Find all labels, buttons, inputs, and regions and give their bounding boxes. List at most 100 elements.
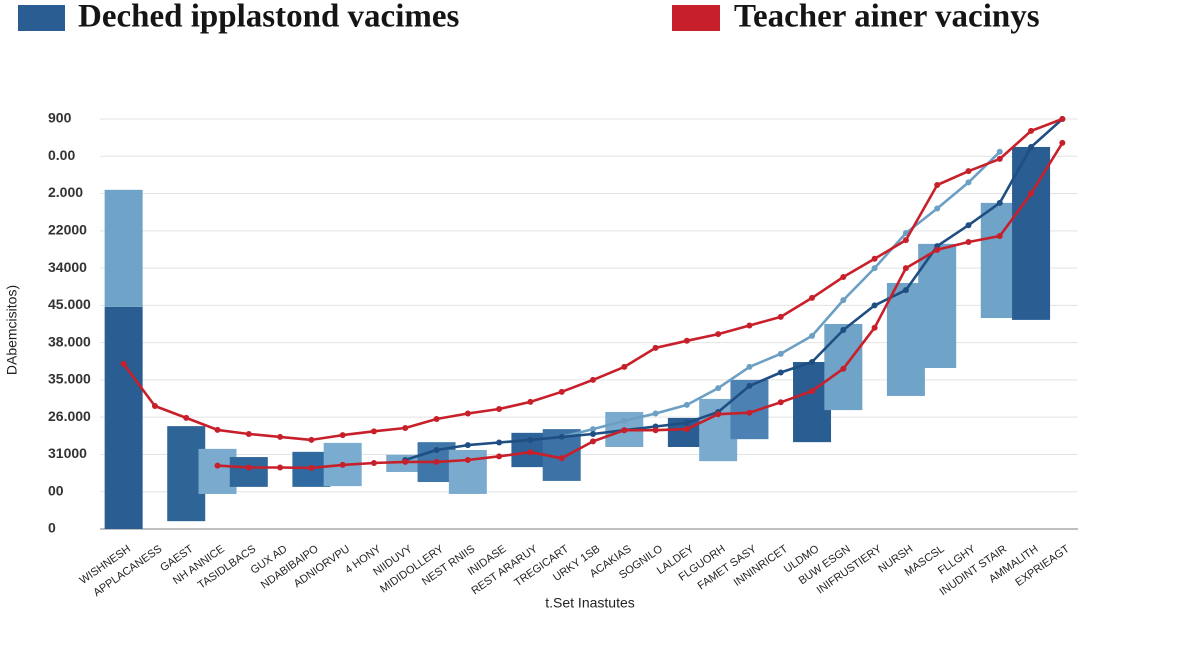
line-point [871, 265, 878, 272]
line-point [871, 302, 878, 309]
line-point [746, 382, 753, 389]
line-point [840, 326, 847, 333]
line-point [965, 168, 972, 175]
line-point [151, 403, 158, 409]
line-point [777, 369, 784, 376]
line-point [308, 436, 315, 443]
line-point [1028, 143, 1035, 150]
legend-label: Teacher ainer vacinys [734, 0, 1040, 35]
line [404, 118, 1064, 462]
line-point [433, 446, 440, 453]
y-tick-label: 26.000 [48, 408, 91, 424]
line-point [277, 464, 284, 471]
line-point [120, 360, 127, 367]
line-point [339, 461, 346, 468]
line-point [809, 388, 816, 395]
y-tick-label: 0 [48, 520, 56, 536]
line-point [902, 287, 909, 294]
line-point [527, 398, 534, 405]
line-point [558, 433, 565, 440]
line-point [934, 246, 941, 253]
line-point [1028, 190, 1035, 197]
line-point [934, 205, 941, 212]
line-point [934, 181, 941, 188]
line-point [370, 460, 377, 467]
line-point [433, 458, 440, 465]
line-point [652, 344, 659, 351]
line-point [746, 409, 753, 416]
line-point [715, 331, 722, 338]
line-point [339, 432, 346, 439]
bar [104, 189, 143, 307]
x-axis-title: t.Set Inastutes [545, 595, 635, 611]
line-point [965, 179, 972, 186]
line-point [245, 464, 252, 471]
line-point [1059, 139, 1066, 146]
line-point [183, 414, 190, 421]
line-point [902, 230, 909, 237]
line-point [996, 199, 1003, 206]
line-point [402, 424, 409, 431]
line-point [277, 433, 284, 440]
line-point [683, 426, 690, 433]
bar [1012, 146, 1051, 320]
line-point [777, 399, 784, 406]
line-point [464, 410, 471, 417]
line-point [902, 237, 909, 244]
legend-swatch [18, 5, 65, 31]
line-point [527, 449, 534, 456]
y-tick-label: 00 [48, 482, 64, 498]
line-point [464, 442, 471, 449]
line-point [996, 148, 1003, 155]
line-point [1028, 127, 1035, 134]
line-point [214, 426, 221, 433]
line-point [621, 363, 628, 370]
bar [229, 457, 268, 487]
line-point [590, 376, 596, 383]
line-point [996, 233, 1003, 240]
line-point [871, 255, 878, 262]
line-point [809, 294, 816, 301]
line-point [840, 365, 847, 372]
y-tick-label: 0.00 [48, 147, 75, 163]
line-point [902, 265, 909, 272]
line-point [746, 363, 753, 370]
line-point [433, 416, 440, 423]
line-point [558, 388, 565, 395]
line-point [715, 385, 722, 392]
line-point [996, 155, 1003, 162]
line-point [1059, 116, 1066, 122]
line-point [809, 332, 816, 339]
line-point [496, 439, 503, 446]
line-point [965, 239, 972, 245]
y-tick-label: 38.000 [48, 333, 91, 349]
line-point [746, 322, 753, 329]
line-point [840, 274, 847, 281]
line-point [840, 297, 847, 304]
y-tick-label: 34000 [48, 259, 87, 275]
line-point [871, 324, 878, 331]
line-point [715, 411, 722, 418]
line-point [621, 427, 628, 434]
y-axis-title: DAbemcisitos) [4, 285, 20, 375]
line-point [308, 464, 315, 471]
line-point [652, 410, 659, 417]
line-point [683, 401, 690, 408]
legend-label: Deched ipplastond vacimes [78, 0, 460, 35]
line-point [965, 222, 972, 229]
y-tick-label: 45.000 [48, 296, 91, 312]
line-point [590, 430, 596, 437]
y-tick-label: 900 [48, 110, 72, 126]
line-point [683, 337, 690, 344]
line-point [777, 350, 784, 357]
y-tick-label: 35.000 [48, 371, 91, 387]
line-point [245, 430, 252, 437]
line-point [496, 453, 503, 460]
line-point [590, 426, 596, 433]
line [217, 142, 1064, 470]
x-tick-label: EXPRIEAGT [1013, 543, 1072, 589]
line-point [809, 359, 816, 366]
bar [918, 243, 957, 368]
line-point [496, 405, 503, 412]
